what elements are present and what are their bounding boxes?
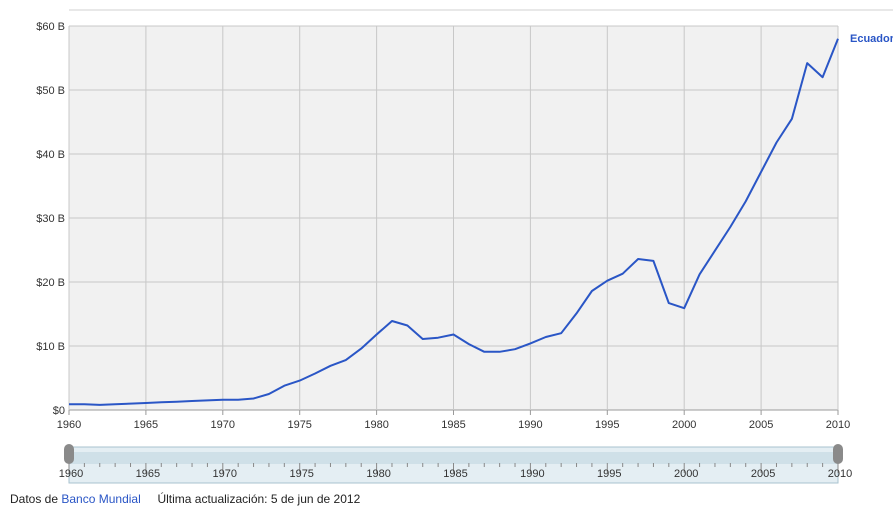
y-tick-label: $40 B [36,149,65,161]
x-tick-label: 1960 [57,419,81,431]
y-tick-label: $10 B [36,341,65,353]
navigator-tick-label: 1990 [520,468,544,480]
x-tick-label: 1995 [595,419,619,431]
navigator-left-handle[interactable] [64,444,74,464]
y-tick-label: $50 B [36,85,65,97]
source-link[interactable]: Banco Mundial [61,492,141,506]
navigator-tick-label: 1975 [289,468,313,480]
navigator-tick-label: 1970 [213,468,237,480]
navigator-tick-label: 1980 [366,468,390,480]
last-updated: Última actualización: 5 de jun de 2012 [157,492,361,506]
navigator-tick-label: 2010 [828,468,852,480]
x-tick-label: 2000 [672,419,696,431]
x-tick-label: 1990 [518,419,542,431]
navigator-tick-label: 1995 [597,468,621,480]
navigator-tick-label: 1965 [136,468,160,480]
navigator-tick-label: 1960 [59,468,83,480]
series-label-ecuador: Ecuador [850,33,893,45]
range-navigator[interactable]: 1960 1965 1970 1975 1980 1985 1990 1995 2000 2005… [59,444,852,484]
y-tick-label: $60 B [36,21,65,33]
source-prefix: Datos de [10,492,59,506]
x-tick-label: 1980 [364,419,388,431]
navigator-tick-label: 1985 [443,468,467,480]
line-chart: $0 $10 B $20 B $30 B $40 B $50 B $60 B 1960 1965… [36,9,893,484]
footer: Datos de Banco Mundial Última actualizac… [10,492,360,506]
plot-area: $0 $10 B $20 B $30 B $40 B $50 B $60 B 1960 1965… [36,9,893,431]
navigator-tick-label: 2000 [674,468,698,480]
x-tick-label: 1970 [211,419,235,431]
navigator-tick-label: 2005 [751,468,775,480]
y-tick-label: $30 B [36,213,65,225]
x-tick-label: 2005 [749,419,773,431]
series-line-ecuador [69,38,839,406]
y-tick-label: $20 B [36,277,65,289]
navigator-right-handle[interactable] [833,444,843,464]
x-tick-label: 2010 [826,419,850,431]
y-tick-label: $0 [53,405,65,417]
x-tick-label: 1975 [287,419,311,431]
x-tick-label: 1985 [441,419,465,431]
navigator-band [69,452,838,464]
x-tick-label: 1965 [134,419,158,431]
